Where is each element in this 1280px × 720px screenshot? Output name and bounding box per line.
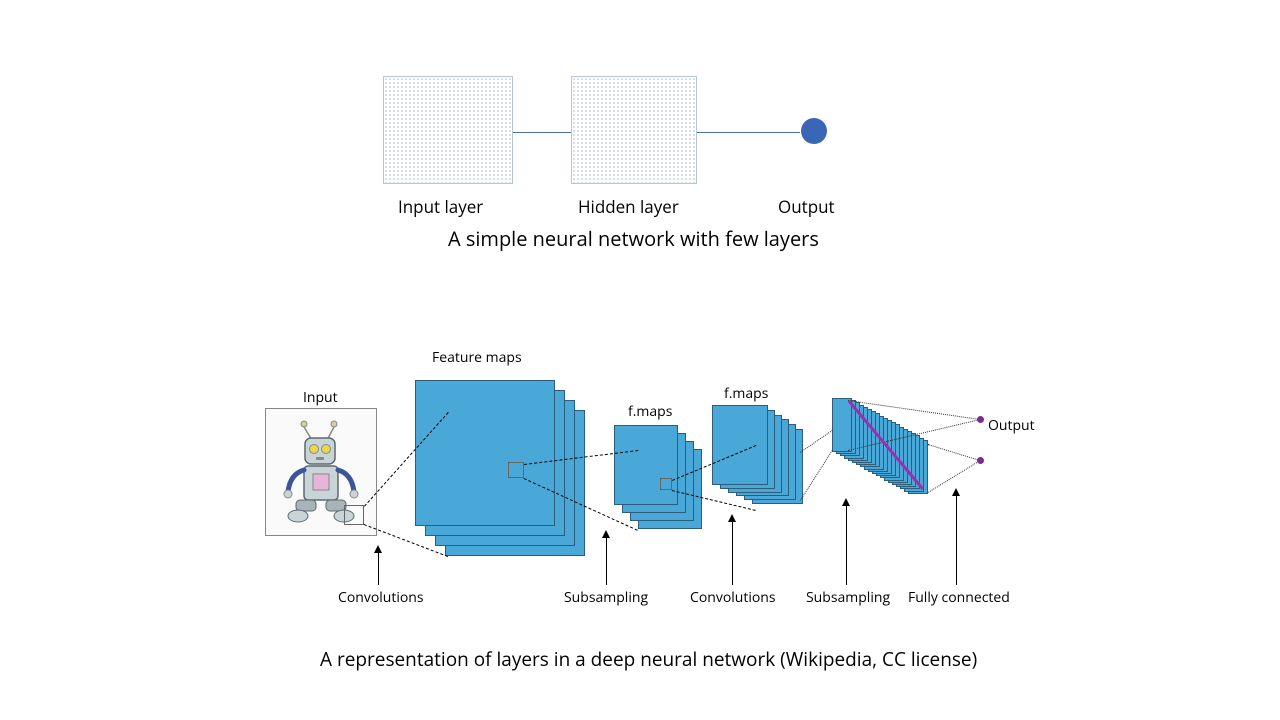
cnn-caption: A representation of layers in a deep neu… (320, 646, 977, 672)
feature-maps-label: Feature maps (432, 348, 522, 367)
receptive-field-2 (508, 462, 524, 478)
fmaps-label-1: f.maps (628, 402, 672, 421)
cnn-output-label: Output (988, 416, 1035, 435)
receptive-field-3 (660, 478, 672, 490)
fmaps-label-2: f.maps (724, 384, 768, 403)
cnn-input-label: Input (303, 388, 338, 407)
arrow-convolutions-2 (732, 520, 733, 585)
label-fully-connected: Fully connected (908, 588, 1010, 607)
output-dot-1 (977, 416, 984, 423)
cnn-input-image (265, 408, 377, 536)
label-subsampling-2: Subsampling (806, 588, 890, 607)
cnn-diagram: Input Feature maps f.maps f.maps Output … (0, 0, 1280, 720)
output-dot-2 (977, 457, 984, 464)
label-convolutions-2: Convolutions (690, 588, 776, 607)
receptive-field-1 (344, 505, 364, 525)
arrow-convolutions-1 (378, 551, 379, 585)
arrow-subsampling-2 (846, 504, 847, 585)
arrow-subsampling-1 (606, 536, 607, 585)
label-convolutions-1: Convolutions (338, 588, 424, 607)
arrow-fully-connected (956, 494, 957, 585)
label-subsampling-1: Subsampling (564, 588, 648, 607)
